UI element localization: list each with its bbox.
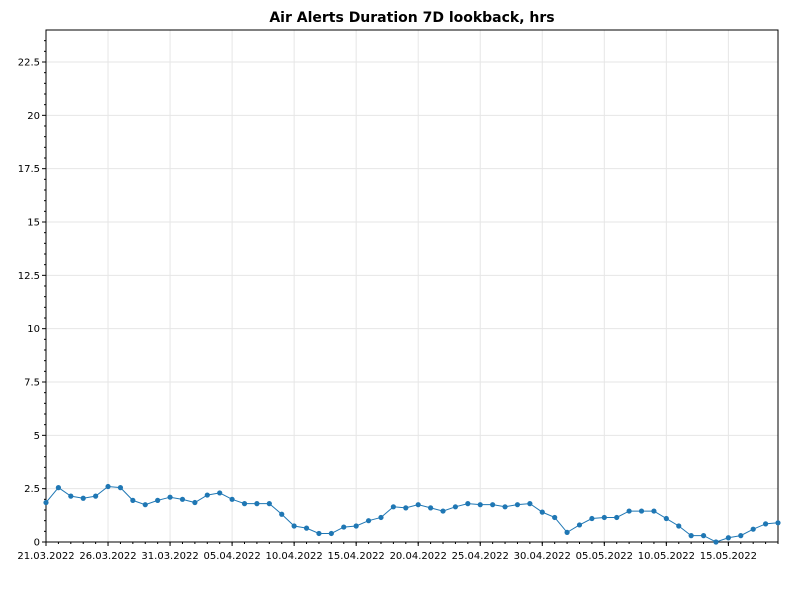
data-point [266, 501, 272, 507]
data-point [130, 497, 136, 503]
data-point [750, 526, 756, 532]
data-point [539, 509, 545, 515]
data-point [254, 501, 260, 507]
data-point [93, 493, 99, 499]
data-point [713, 539, 719, 545]
data-point [428, 505, 434, 511]
data-point [353, 523, 359, 529]
x-tick-label: 20.04.2022 [390, 551, 447, 562]
data-point [192, 499, 198, 506]
data-point [465, 501, 471, 507]
x-tick-label: 05.04.2022 [203, 551, 260, 562]
x-tick-label: 26.03.2022 [79, 551, 136, 562]
data-point [700, 533, 707, 539]
y-tick-label: 10 [27, 324, 40, 335]
data-point [626, 508, 632, 514]
x-tick-label: 15.04.2022 [328, 551, 385, 562]
data-point [155, 497, 161, 503]
data-point [601, 514, 607, 521]
data-point [167, 494, 173, 500]
y-tick-label: 22.5 [18, 58, 40, 69]
data-point [651, 508, 657, 514]
data-point [502, 504, 508, 510]
data-point [117, 485, 124, 491]
x-tick-label: 15.05.2022 [700, 551, 757, 562]
data-point [43, 499, 49, 506]
x-tick-label: 31.03.2022 [141, 551, 198, 562]
data-point [303, 525, 310, 531]
data-point [279, 511, 285, 517]
data-point [440, 508, 446, 514]
x-tick-label: 05.05.2022 [576, 551, 633, 562]
x-axis: 21.03.2022 26.03.2022 31.03.2022 05.04.2022… [17, 542, 779, 562]
data-point [663, 515, 669, 522]
data-point [55, 485, 62, 491]
y-tick-label: 7.5 [24, 378, 40, 389]
data-point [204, 492, 210, 498]
data-point [638, 508, 645, 514]
data-point [68, 493, 74, 499]
data-point [762, 521, 769, 527]
data-point [514, 502, 521, 508]
y-tick-label: 15 [27, 218, 40, 229]
series [43, 483, 781, 545]
y-tick-label: 17.5 [18, 164, 40, 175]
data-point [403, 505, 409, 511]
data-point [291, 523, 297, 529]
data-point [527, 501, 533, 507]
data-point [576, 522, 583, 528]
x-tick-label: 21.03.2022 [17, 551, 74, 562]
y-tick-label: 2.5 [24, 484, 40, 495]
data-point [341, 524, 347, 530]
data-point [564, 529, 570, 536]
data-point [365, 518, 372, 524]
data-point [738, 533, 744, 539]
data-point [328, 530, 334, 537]
data-point [477, 502, 483, 508]
data-point [589, 515, 595, 522]
data-point [378, 514, 384, 521]
data-point [80, 495, 86, 501]
data-point [217, 490, 223, 496]
x-tick-label: 25.04.2022 [452, 551, 509, 562]
y-tick-label: 12.5 [18, 271, 40, 282]
data-point [775, 520, 781, 526]
data-point [688, 533, 694, 539]
data-point [415, 502, 421, 508]
y-tick-label: 0 [34, 538, 40, 549]
data-point [241, 501, 248, 507]
grid [46, 30, 778, 542]
data-point [316, 530, 322, 537]
x-tick-label: 30.04.2022 [514, 551, 571, 562]
data-point [676, 523, 682, 529]
series-line [45, 486, 779, 543]
x-tick-label: 10.04.2022 [266, 551, 323, 562]
plot-frame [45, 29, 779, 543]
chart-title: Air Alerts Duration 7D lookback, hrs [269, 10, 554, 26]
data-point [179, 496, 186, 502]
data-point [490, 502, 496, 508]
data-point [552, 514, 558, 521]
data-point [390, 504, 396, 510]
data-point [614, 514, 620, 521]
data-point [142, 502, 148, 508]
y-tick-label: 20 [27, 111, 40, 122]
data-point [725, 535, 731, 541]
data-point [452, 504, 459, 510]
y-tick-label: 5 [34, 431, 40, 442]
data-point [229, 496, 235, 502]
data-point [105, 483, 111, 490]
y-axis: 0 2.5 5 7.5 10 12.5 15 17.5 20 22.5 [18, 40, 46, 549]
x-tick-label: 10.05.2022 [638, 551, 695, 562]
